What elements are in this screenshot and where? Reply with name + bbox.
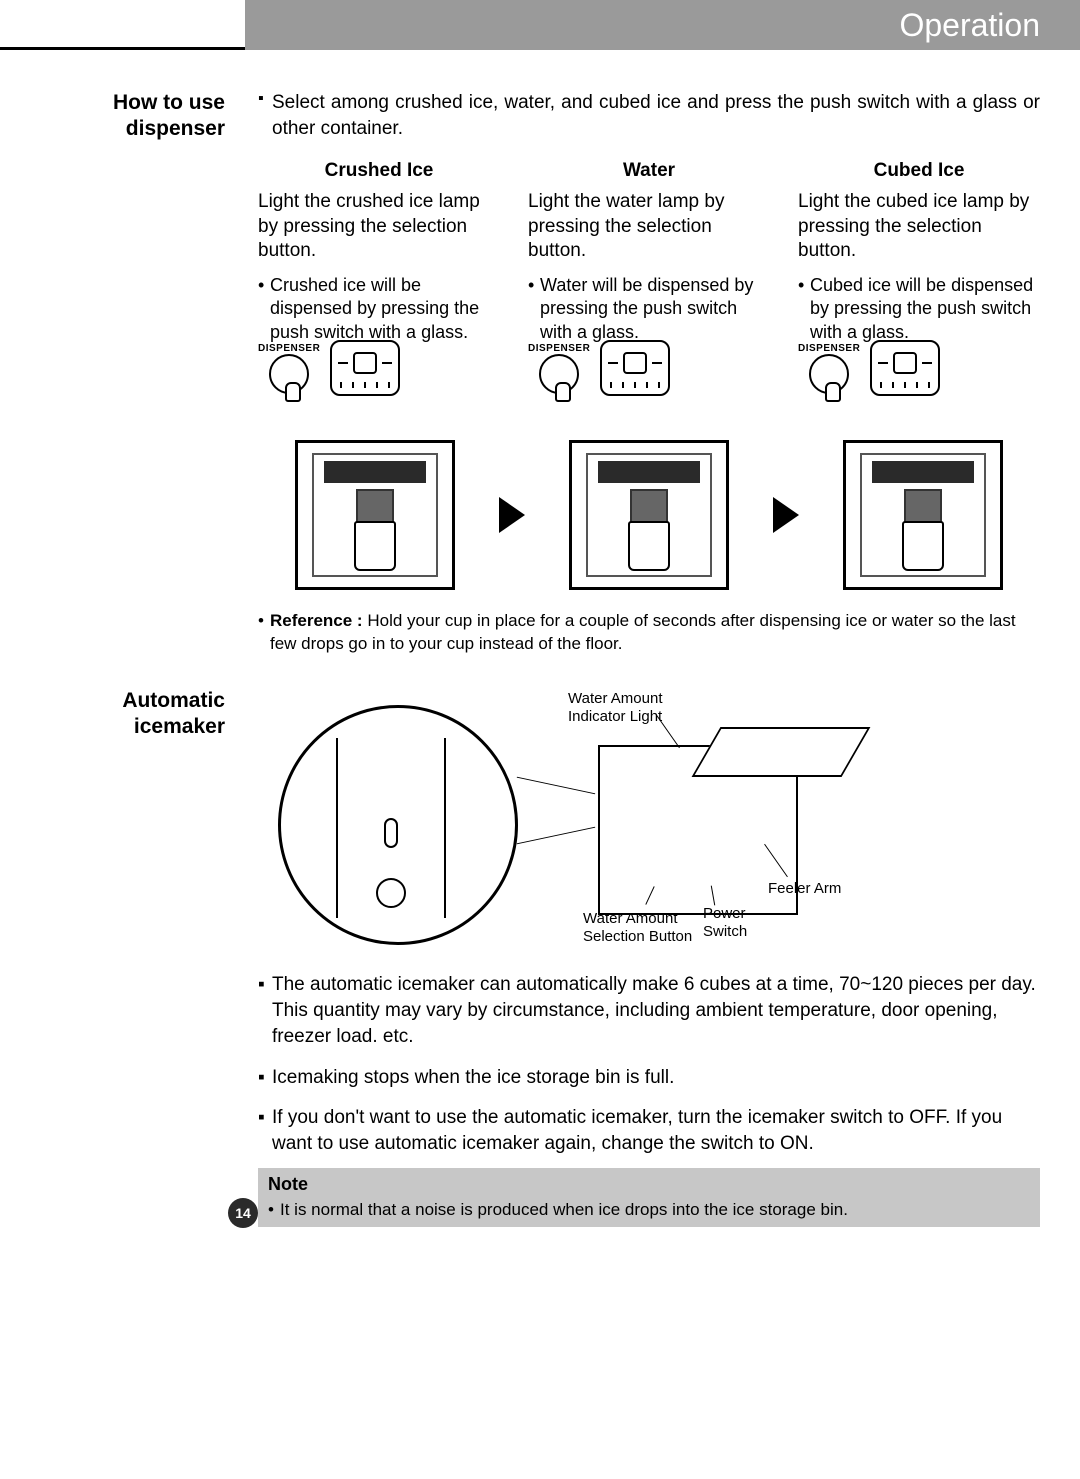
icon-cell-crushed: DISPENSER: [258, 340, 500, 396]
bullet-dot-icon: •: [528, 274, 540, 344]
col-desc: Light the water lamp by pressing the sel…: [528, 190, 770, 264]
section-label-dispenser: How to use dispenser: [60, 90, 225, 143]
indicator-light-icon: [384, 818, 398, 848]
control-panel-icon: [870, 340, 940, 396]
dispenser-button-icon: DISPENSER: [798, 343, 860, 394]
page-number-badge: 14: [228, 1198, 258, 1228]
col-title: Cubed Ice: [798, 160, 1040, 182]
three-columns: Crushed Ice Light the crushed ice lamp b…: [258, 160, 1040, 344]
arrow-right-icon: [492, 497, 532, 533]
reference-note: • Reference : Hold your cup in place for…: [258, 610, 1040, 656]
page-title: Operation: [899, 7, 1040, 44]
bullet-square-icon: ▪: [258, 1065, 272, 1091]
bullet-dot-icon: •: [268, 1199, 280, 1221]
dispenser-button-icon: DISPENSER: [528, 343, 590, 394]
col-cubed: Cubed Ice Light the cubed ice lamp by pr…: [798, 160, 1040, 344]
fridge-cubed-icon: [806, 440, 1040, 590]
arrow-right-icon: [766, 497, 806, 533]
icemaker-bullet: The automatic icemaker can automatically…: [272, 972, 1040, 1051]
callout-line-icon: [656, 715, 680, 748]
intro-paragraph: ▪ Select among crushed ice, water, and c…: [258, 90, 1040, 141]
icemaker-closeup-icon: [278, 705, 518, 945]
icon-cell-water: DISPENSER: [528, 340, 770, 396]
lead-lines-icon: [516, 785, 596, 845]
note-title: Note: [268, 1174, 1030, 1195]
col-title: Crushed Ice: [258, 160, 500, 182]
bullet-square-icon: ▪: [258, 972, 272, 1051]
header-rule: [0, 47, 245, 50]
dispenser-icon-row: DISPENSER DISPENSER DISPENSER: [258, 340, 1040, 396]
header-band: Operation: [0, 0, 1080, 50]
bullet-square-icon: ▪: [258, 90, 272, 141]
dispenser-button-icon: DISPENSER: [258, 343, 320, 394]
bullet-dot-icon: •: [258, 610, 270, 656]
col-title: Water: [528, 160, 770, 182]
col-desc: Light the crushed ice lamp by pressing t…: [258, 190, 500, 264]
icemaker-diagram: Water Amount Indicator Light Feeler Arm …: [258, 695, 1040, 960]
header-gray-bar: Operation: [245, 0, 1080, 50]
icemaker-bullet: If you don't want to use the automatic i…: [272, 1105, 1040, 1157]
note-band: Note •It is normal that a noise is produ…: [258, 1168, 1040, 1227]
fridge-illustration-row: [258, 440, 1040, 590]
note-text: It is normal that a noise is produced wh…: [280, 1199, 848, 1221]
control-panel-icon: [330, 340, 400, 396]
col-bullet-text: Water will be dispensed by pressing the …: [540, 274, 770, 344]
bullet-dot-icon: •: [258, 274, 270, 344]
callout-selection: Water Amount Selection Button: [583, 910, 692, 946]
dispenser-label: DISPENSER: [258, 343, 320, 354]
col-bullet-text: Crushed ice will be dispensed by pressin…: [270, 274, 500, 344]
callout-feeler: Feeler Arm: [768, 880, 841, 898]
bullet-dot-icon: •: [798, 274, 810, 344]
col-desc: Light the cubed ice lamp by pressing the…: [798, 190, 1040, 264]
section-label-icemaker: Automatic icemaker: [60, 688, 225, 741]
reference-text: Hold your cup in place for a couple of s…: [270, 611, 1016, 653]
icemaker-bullet: Icemaking stops when the ice storage bin…: [272, 1065, 674, 1091]
callout-power: Power Switch: [703, 905, 747, 941]
intro-text: Select among crushed ice, water, and cub…: [272, 90, 1040, 141]
icon-cell-cubed: DISPENSER: [798, 340, 1040, 396]
col-crushed: Crushed Ice Light the crushed ice lamp b…: [258, 160, 500, 344]
dispenser-label: DISPENSER: [798, 343, 860, 354]
control-panel-icon: [600, 340, 670, 396]
bullet-square-icon: ▪: [258, 1105, 272, 1157]
fridge-crushed-icon: [258, 440, 492, 590]
fridge-water-icon: [532, 440, 766, 590]
col-water: Water Light the water lamp by pressing t…: [528, 160, 770, 344]
dispenser-label: DISPENSER: [528, 343, 590, 354]
callout-indicator: Water Amount Indicator Light: [568, 690, 662, 726]
reference-label: Reference :: [270, 611, 363, 630]
selection-button-icon: [376, 878, 406, 908]
col-bullet-text: Cubed ice will be dispensed by pressing …: [810, 274, 1040, 344]
